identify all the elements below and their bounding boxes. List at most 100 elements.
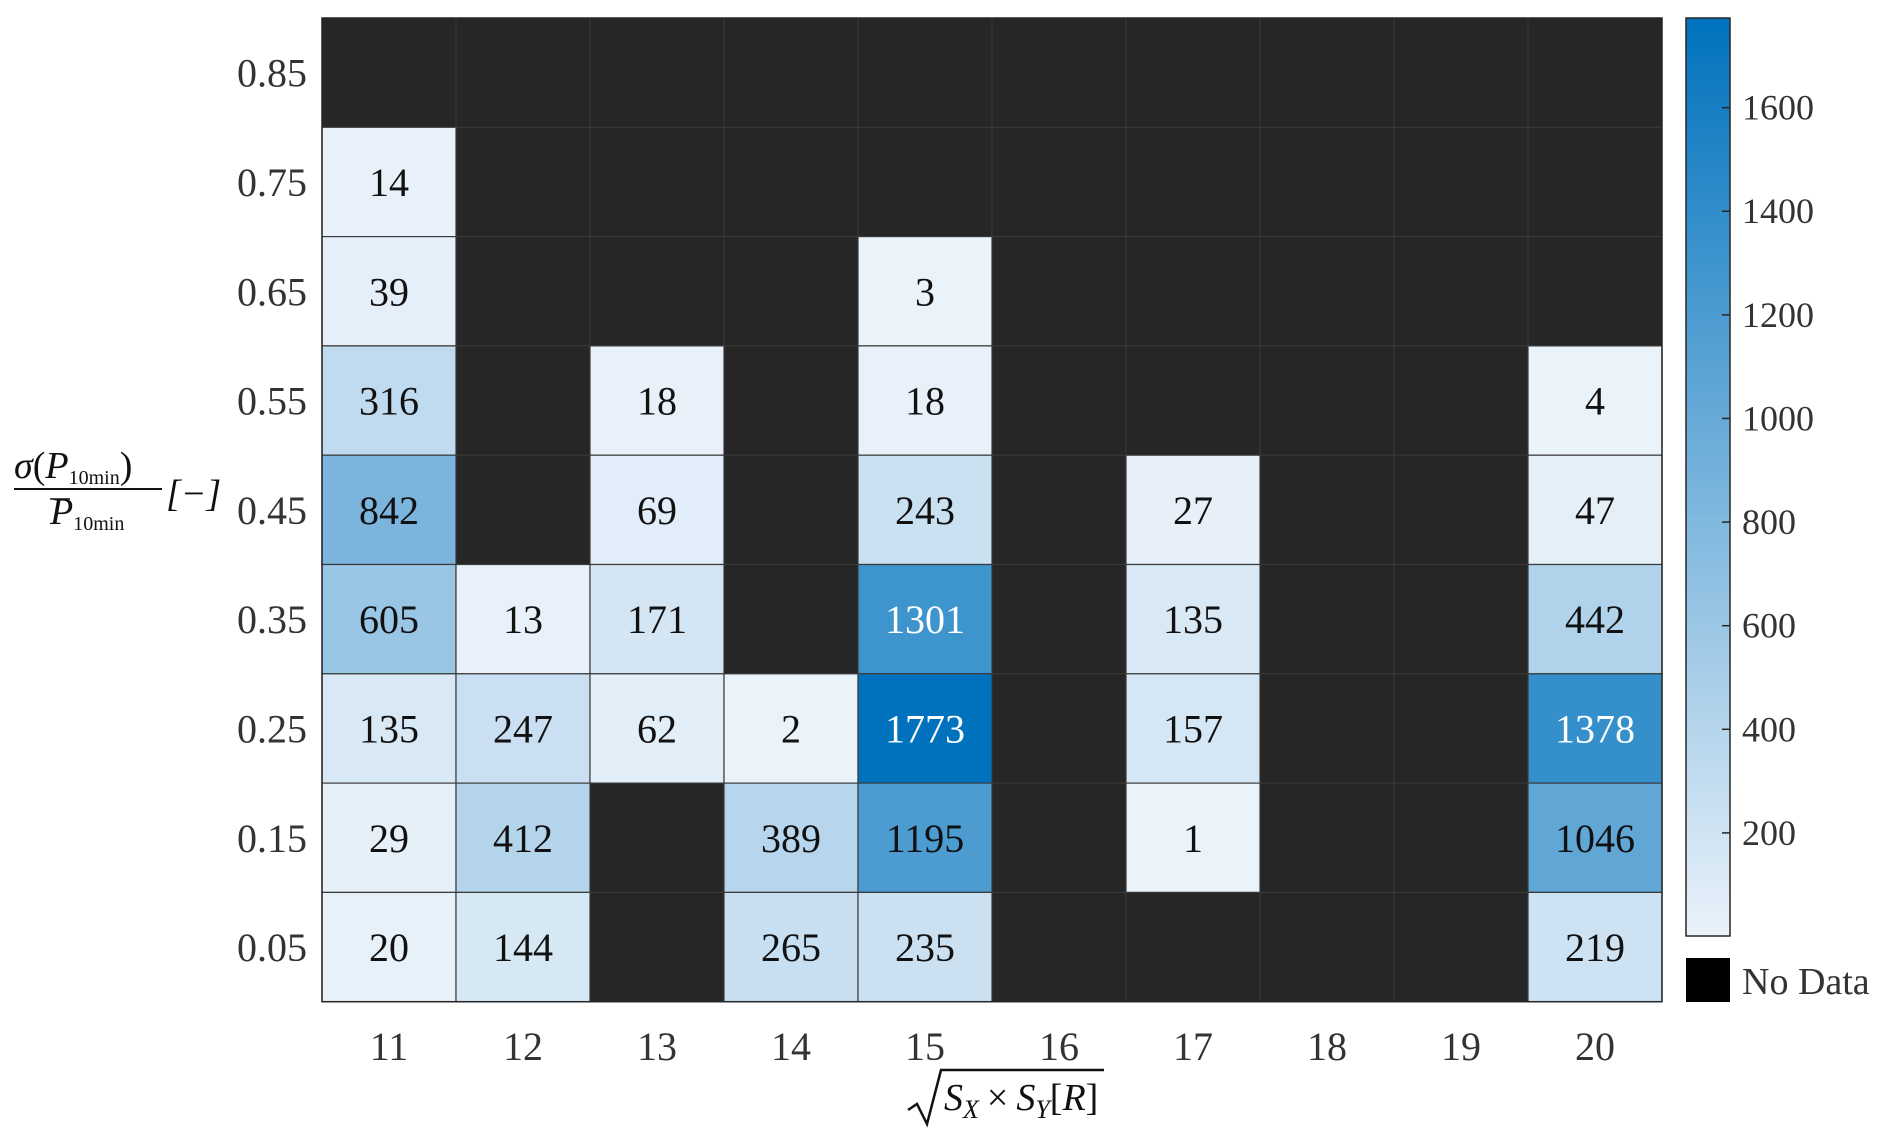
heatmap-cell-empty [991, 17, 1127, 128]
heatmap-cell [857, 345, 993, 456]
sqrt-sign [907, 1068, 1104, 1128]
heatmap-cell-empty [1393, 564, 1529, 675]
y-label-sub-den: 10min [73, 513, 124, 535]
heatmap-cell [857, 454, 993, 566]
heatmap-cell-empty [589, 891, 725, 1003]
heatmap-cell [1527, 891, 1663, 1003]
heatmap-cell-empty [455, 17, 591, 128]
cell-value: 1773 [885, 706, 965, 751]
heatmap-cell-empty [1125, 236, 1261, 347]
heatmap-cell-empty [1393, 17, 1529, 128]
no-data-swatch [1686, 958, 1730, 1002]
heatmap-cell-empty [1259, 673, 1395, 784]
y-label-paren-open: ( [33, 445, 46, 487]
x-tick-label: 13 [637, 1024, 677, 1069]
x-tick-label: 15 [905, 1024, 945, 1069]
cell-value: 442 [1565, 597, 1625, 642]
heatmap-cell-empty [1527, 17, 1663, 128]
heatmap-cell-empty [1259, 17, 1395, 128]
cell-value: 39 [369, 269, 409, 314]
heatmap-cell [1125, 673, 1261, 784]
heatmap-cell [857, 673, 993, 784]
heatmap-cell [589, 345, 725, 456]
cell-value: 13 [503, 597, 543, 642]
heatmap-cell-empty [1393, 345, 1529, 456]
heatmap-cell [589, 563, 725, 675]
heatmap-cell [455, 782, 591, 893]
heatmap-cell [1125, 782, 1261, 893]
cell-value: 235 [895, 925, 955, 970]
svg-text:σ(P10min): σ(P10min) [14, 445, 132, 489]
colorbar-tick-label: 1200 [1742, 295, 1814, 335]
heatmap-cell-empty [1393, 126, 1529, 238]
cell-value: 69 [637, 488, 677, 533]
heatmap-cell-empty [589, 17, 725, 128]
cell-value: 4 [1585, 379, 1605, 424]
colorbar-ticks: 200 400 600 800 1000 1200 1400 1600 [1722, 88, 1814, 853]
x-tick-label: 19 [1441, 1024, 1481, 1069]
x-label-sub-x: X [962, 1095, 980, 1124]
cell-value: 605 [359, 597, 419, 642]
heatmap-cell-empty [1393, 673, 1529, 784]
heatmap-cell-empty [991, 782, 1127, 893]
heatmap-cell-empty [991, 564, 1127, 675]
cell-value: 243 [895, 488, 955, 533]
x-tick-labels: 11 12 13 14 15 16 17 18 19 20 [370, 1024, 1615, 1069]
cell-value: 265 [761, 925, 821, 970]
heatmap-cell-empty [991, 673, 1127, 784]
heatmap-cell [1527, 673, 1663, 784]
heatmap-cell-empty [991, 454, 1127, 566]
x-tick-label: 11 [370, 1024, 409, 1069]
heatmap-cell-empty [321, 17, 457, 128]
cell-value: 842 [359, 488, 419, 533]
x-label-unit: R [1061, 1077, 1085, 1119]
heatmap-cell [1527, 563, 1663, 675]
heatmap-cell-empty [1527, 126, 1663, 238]
cell-value: 135 [1163, 597, 1223, 642]
heatmap-cell-empty [991, 345, 1127, 456]
cell-value: 412 [493, 816, 553, 861]
heatmap-cell [321, 345, 457, 456]
heatmap-cell-empty [1125, 345, 1261, 456]
heatmap-cell [589, 673, 725, 784]
heatmap-cell-empty [991, 236, 1127, 347]
y-label-p-den: P [49, 491, 73, 533]
colorbar-tick-label: 600 [1742, 606, 1796, 646]
cell-value: 62 [637, 706, 677, 751]
cell-value: 389 [761, 816, 821, 861]
y-label-sub-num: 10min [69, 467, 120, 489]
cell-value: 219 [1565, 925, 1625, 970]
no-data-label: No Data [1742, 961, 1870, 1003]
cell-value: 1 [1183, 816, 1203, 861]
heatmap-cell [857, 563, 993, 675]
y-axis-label: σ(P10min) P10min [−] [14, 445, 221, 535]
x-label-bracket-close: ] [1086, 1077, 1099, 1119]
y-label-paren-close: ) [120, 445, 133, 487]
colorbar-gradient [1685, 17, 1731, 937]
heatmap-cells [321, 17, 1663, 1003]
y-tick-label: 0.85 [237, 51, 307, 96]
heatmap-cell-empty [1259, 891, 1395, 1003]
colorbar: 200 400 600 800 1000 1200 1400 1600 [1685, 17, 1814, 937]
cell-value-labels: 14 39 3 316 18 18 4 842 69 243 27 47 605 13 171 1301 135… [359, 160, 1635, 970]
heatmap-cell-empty [1259, 782, 1395, 893]
heatmap-cell [857, 782, 993, 893]
x-axis-label: SX × SY[R] [907, 1068, 1104, 1128]
cell-value: 157 [1163, 706, 1223, 751]
heatmap-cell-empty [589, 126, 725, 238]
x-tick-label: 18 [1307, 1024, 1347, 1069]
cell-value: 316 [359, 379, 419, 424]
colorbar-tick-label: 1000 [1742, 398, 1814, 438]
y-label-unit: [−] [166, 473, 221, 515]
cell-value: 1301 [885, 597, 965, 642]
y-tick-label: 0.55 [237, 379, 307, 424]
heatmap-cell-empty [991, 126, 1127, 238]
heatmap-cell [321, 563, 457, 675]
heatmap-cell-empty [857, 17, 993, 128]
heatmap-cell [723, 782, 859, 893]
y-tick-label: 0.45 [237, 488, 307, 533]
y-tick-labels: 0.85 0.75 0.65 0.55 0.45 0.35 0.25 0.15 0.05 [237, 51, 307, 970]
heatmap-cell [455, 563, 591, 675]
heatmap-cell-empty [455, 454, 591, 566]
